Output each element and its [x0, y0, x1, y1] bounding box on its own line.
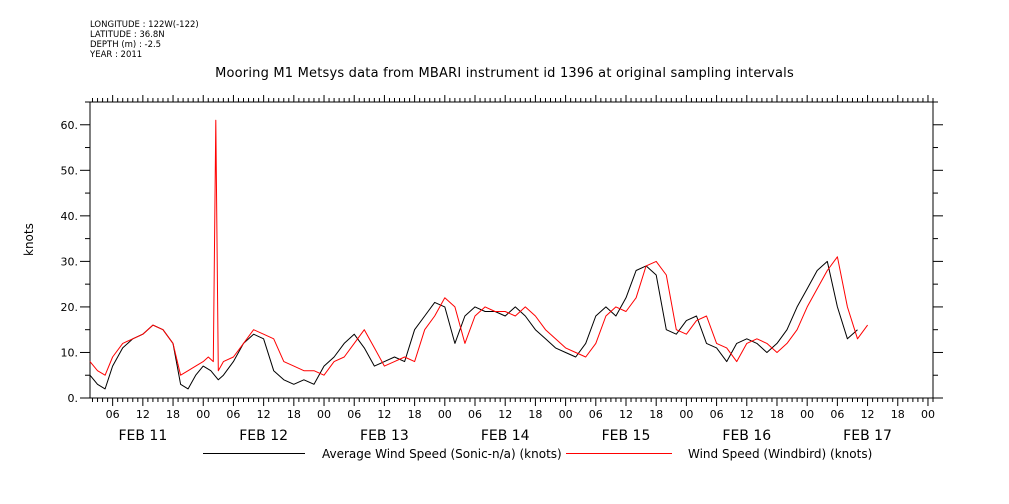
x-tick-label: 12 — [498, 408, 512, 421]
x-tick-label: 18 — [166, 408, 180, 421]
legend-label-black: Average Wind Speed (Sonic-n/a) (knots) — [322, 447, 562, 461]
x-tick-label: 12 — [740, 408, 754, 421]
x-tick-label: 00 — [196, 408, 210, 421]
y-tick-label: 40. — [61, 210, 79, 223]
x-tick-label: 18 — [891, 408, 905, 421]
x-tick-label: 18 — [528, 408, 542, 421]
legend-line-black — [203, 453, 305, 454]
x-day-label: FEB 17 — [843, 428, 892, 444]
x-tick-label: 00 — [317, 408, 331, 421]
x-tick-label: 12 — [861, 408, 875, 421]
x-day-label: FEB 15 — [602, 428, 651, 444]
legend-line-red — [566, 453, 672, 454]
series-line-average-wind-speed — [89, 260, 858, 390]
x-tick-label: 00 — [438, 408, 452, 421]
x-tick-label: 00 — [559, 408, 573, 421]
metadata-block: LONGITUDE : 122W(-122) LATITUDE : 36.8N … — [90, 20, 199, 60]
plot-frame — [89, 101, 934, 399]
legend-label-red: Wind Speed (Windbird) (knots) — [688, 447, 873, 461]
x-tick-label: 06 — [710, 408, 724, 421]
x-day-label: FEB 16 — [722, 428, 771, 444]
x-day-label: FEB 11 — [118, 428, 167, 444]
y-tick-label: 50. — [61, 164, 79, 177]
x-tick-label: 18 — [408, 408, 422, 421]
longitude-text: LONGITUDE : 122W(-122) — [90, 20, 199, 30]
year-text: YEAR : 2011 — [90, 50, 143, 60]
series-line-wind-speed-windbird — [89, 119, 869, 376]
x-tick-label: 00 — [921, 408, 935, 421]
x-day-label: FEB 12 — [239, 428, 288, 444]
x-tick-label: 06 — [347, 408, 361, 421]
y-tick-label: 60. — [61, 119, 79, 132]
x-tick-label: 06 — [468, 408, 482, 421]
x-tick-label: 12 — [377, 408, 391, 421]
x-tick-label: 12 — [136, 408, 150, 421]
x-tick-label: 06 — [106, 408, 120, 421]
latitude-text: LATITUDE : 36.8N — [90, 30, 165, 40]
y-tick-label: 10. — [61, 346, 79, 359]
x-tick-label: 18 — [770, 408, 784, 421]
x-tick-label: 12 — [619, 408, 633, 421]
x-day-label: FEB 13 — [360, 428, 409, 444]
x-tick-label: 06 — [589, 408, 603, 421]
depth-text: DEPTH (m) : -2.5 — [90, 40, 162, 50]
x-tick-label: 00 — [800, 408, 814, 421]
x-tick-label: 06 — [830, 408, 844, 421]
x-tick-label: 12 — [257, 408, 271, 421]
x-tick-label: 06 — [226, 408, 240, 421]
y-tick-label: 30. — [61, 255, 79, 268]
y-tick-label: 0. — [68, 392, 79, 405]
y-tick-label: 20. — [61, 301, 79, 314]
x-tick-label: 18 — [649, 408, 663, 421]
x-tick-label: 18 — [287, 408, 301, 421]
x-tick-label: 00 — [679, 408, 693, 421]
chart-title: Mooring M1 Metsys data from MBARI instru… — [215, 66, 794, 81]
x-day-label: FEB 14 — [481, 428, 530, 444]
